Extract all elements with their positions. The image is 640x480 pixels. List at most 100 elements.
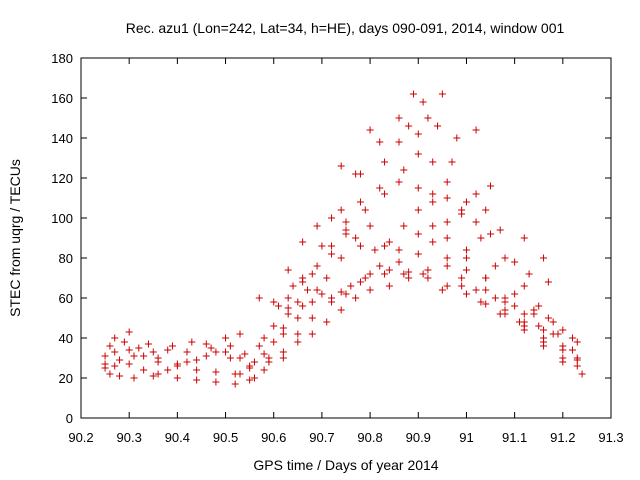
data-point [164,366,172,374]
data-point [106,370,114,378]
data-point [559,358,567,366]
data-point [472,126,480,134]
data-point [323,318,331,326]
x-axis-label: GPS time / Days of year 2014 [253,457,438,473]
data-point [231,380,239,388]
data-point [540,254,548,262]
data-point [337,288,345,296]
y-axis-ticks: 0 20 40 60 80 100 120 140 160 180 [51,51,611,426]
data-point [409,90,417,98]
data-point [236,354,244,362]
data-point [356,278,364,286]
data-point [462,254,470,262]
x-tick-label: 90.2 [68,430,93,445]
data-point [120,338,128,346]
data-point [496,310,504,318]
data-point [438,90,446,98]
y-tick-label: 0 [66,411,73,426]
y-tick-label: 140 [51,131,73,146]
data-point [279,324,287,332]
data-point [424,266,432,274]
data-point [443,254,451,262]
data-point [111,362,119,370]
data-point [169,342,177,350]
data-point [381,242,389,250]
data-point [443,194,451,202]
data-point [429,238,437,246]
data-point [361,274,369,282]
data-point [183,358,191,366]
data-point [308,314,316,322]
data-point [193,356,201,364]
data-point [405,122,413,130]
data-point [462,266,470,274]
data-point [135,344,143,352]
data-point [149,372,157,380]
data-point [520,234,528,242]
data-point [294,314,302,322]
data-point [352,294,360,302]
data-point [241,350,249,358]
data-point [101,360,109,368]
data-point [299,238,307,246]
data-point [414,230,422,238]
data-point [424,114,432,122]
data-point [458,274,466,282]
data-point [125,360,133,368]
data-point [116,372,124,380]
data-point [511,290,519,298]
data-point [260,350,268,358]
data-point [202,340,210,348]
data-point [352,170,360,178]
x-tick-label: 90.4 [165,430,190,445]
data-point [453,134,461,142]
data-point [472,286,480,294]
y-axis-label: STEC from uqrg / TECUs [7,159,23,317]
data-point [173,374,181,382]
data-point [405,268,413,276]
data-point [289,282,297,290]
data-point [578,370,586,378]
y-tick-label: 120 [51,171,73,186]
data-point [337,254,345,262]
data-point [573,338,581,346]
data-point [212,378,220,386]
data-point [154,354,162,362]
data-point [366,270,374,278]
data-point [487,182,495,190]
data-point [462,198,470,206]
data-point [207,344,215,352]
data-point [400,166,408,174]
data-point [226,342,234,350]
data-point [477,234,485,242]
data-point [472,218,480,226]
data-point [414,130,422,138]
data-point [520,326,528,334]
data-point [515,318,523,326]
data-point [212,368,220,376]
data-point [419,98,427,106]
data-point [212,348,220,356]
data-point [429,190,437,198]
data-point [347,282,355,290]
data-point [279,348,287,356]
data-point [275,302,283,310]
data-point [193,376,201,384]
data-point [140,352,148,360]
data-point [337,162,345,170]
data-point [535,322,543,330]
data-point [395,114,403,122]
data-point [482,300,490,308]
data-point [284,294,292,302]
data-point [424,274,432,282]
data-point [202,352,210,360]
data-point [438,286,446,294]
x-tick-label: 90.6 [261,430,286,445]
data-point [342,218,350,226]
data-point [255,342,263,350]
data-point [462,246,470,254]
data-point [511,258,519,266]
data-point [284,310,292,318]
data-point [144,340,152,348]
data-point [429,158,437,166]
